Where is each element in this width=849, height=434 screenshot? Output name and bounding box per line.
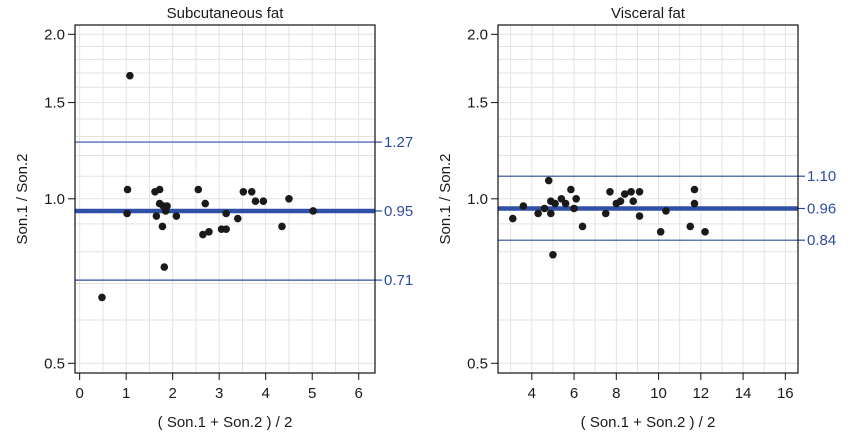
data-point bbox=[635, 187, 644, 196]
data-point bbox=[540, 204, 549, 213]
data-point bbox=[155, 185, 164, 194]
visceral-fat-panel: 1.10 0.96 0.84 4 6 8 10 12 14 16 0.5 1.0 1.5 2.0 Visce… bbox=[437, 5, 836, 431]
y-tick-label: 1.5 bbox=[44, 95, 65, 112]
x-tick-label: 0 bbox=[75, 385, 83, 402]
data-point bbox=[163, 202, 171, 210]
data-point bbox=[690, 185, 699, 194]
reference-line-label: 0.95 bbox=[384, 203, 413, 220]
x-tick-label: 16 bbox=[777, 385, 794, 402]
y-tick-label: 2.0 bbox=[44, 26, 65, 43]
data-point bbox=[247, 187, 256, 196]
data-point bbox=[239, 187, 248, 196]
x-tick-label: 4 bbox=[528, 385, 536, 402]
data-point bbox=[627, 187, 635, 196]
data-point bbox=[222, 225, 230, 233]
data-point bbox=[570, 204, 578, 213]
x-tick-label: 1 bbox=[122, 385, 130, 402]
data-point bbox=[519, 202, 528, 210]
data-point bbox=[259, 197, 268, 205]
x-tick-label: 12 bbox=[692, 385, 709, 402]
y-tick-label: 1.5 bbox=[467, 95, 488, 112]
data-point bbox=[233, 214, 242, 223]
data-point bbox=[601, 209, 610, 218]
data-point bbox=[549, 250, 557, 259]
data-point bbox=[160, 263, 169, 271]
data-point bbox=[616, 197, 625, 205]
data-point bbox=[547, 209, 555, 218]
data-point bbox=[309, 207, 317, 215]
y-axis-label: Son.1 / Son.2 bbox=[437, 154, 454, 245]
data-points bbox=[508, 176, 709, 259]
data-point bbox=[572, 195, 580, 203]
data-point bbox=[662, 207, 670, 215]
data-point bbox=[123, 185, 132, 194]
data-point bbox=[629, 197, 638, 205]
x-tick-label: 4 bbox=[262, 385, 270, 402]
data-point bbox=[656, 228, 665, 236]
x-tick-label: 2 bbox=[169, 385, 177, 402]
data-point bbox=[194, 185, 203, 194]
reference-line-label: 0.84 bbox=[807, 232, 836, 249]
reference-line-label: 0.96 bbox=[807, 200, 836, 217]
y-tick-label: 0.5 bbox=[467, 355, 488, 372]
data-point bbox=[606, 187, 614, 196]
reference-line-label: 1.27 bbox=[384, 134, 413, 151]
x-axis-label: ( Son.1 + Son.2 ) / 2 bbox=[581, 414, 716, 431]
data-point bbox=[201, 199, 210, 208]
x-tick-label: 5 bbox=[308, 385, 316, 402]
data-points bbox=[98, 71, 317, 302]
data-point bbox=[635, 212, 644, 220]
y-tick-label: 1.0 bbox=[467, 191, 488, 208]
x-tick-label: 14 bbox=[735, 385, 752, 402]
x-tick-label: 3 bbox=[215, 385, 223, 402]
data-point bbox=[686, 222, 695, 231]
data-point bbox=[199, 230, 207, 239]
data-point bbox=[123, 209, 131, 218]
data-point bbox=[205, 228, 213, 236]
y-tick-label: 0.5 bbox=[44, 355, 65, 372]
chart-title: Visceral fat bbox=[611, 5, 686, 22]
data-point bbox=[251, 197, 260, 205]
data-point bbox=[158, 222, 167, 231]
grid bbox=[75, 25, 375, 373]
data-point bbox=[701, 228, 709, 236]
y-tick-label: 2.0 bbox=[467, 26, 488, 43]
subcutaneous-fat-panel: 1.27 0.95 0.71 0 1 2 3 4 5 6 0.5 1.0 1.5 2.0 Subcutane… bbox=[14, 5, 413, 431]
data-point bbox=[534, 209, 542, 218]
y-tick-label: 1.0 bbox=[44, 191, 65, 208]
data-point bbox=[285, 195, 293, 203]
data-point bbox=[567, 185, 575, 194]
x-tick-label: 10 bbox=[650, 385, 667, 402]
x-axis-label: ( Son.1 + Son.2 ) / 2 bbox=[158, 414, 293, 431]
reference-line-label: 1.10 bbox=[807, 168, 836, 185]
data-point bbox=[98, 293, 106, 302]
x-tick-label: 8 bbox=[612, 385, 620, 402]
data-point bbox=[126, 71, 134, 80]
reference-line-label: 0.71 bbox=[384, 272, 413, 289]
data-point bbox=[278, 222, 286, 231]
data-point bbox=[152, 212, 161, 220]
x-tick-label: 6 bbox=[570, 385, 578, 402]
x-tick-label: 6 bbox=[355, 385, 363, 402]
data-point bbox=[544, 176, 553, 185]
data-point bbox=[690, 199, 699, 208]
data-point bbox=[620, 190, 629, 198]
y-axis-label: Son.1 / Son.2 bbox=[14, 154, 31, 245]
data-point bbox=[551, 199, 559, 208]
data-point bbox=[172, 212, 181, 220]
data-point bbox=[508, 214, 517, 223]
data-point bbox=[222, 209, 230, 218]
data-point bbox=[578, 222, 587, 231]
chart-title: Subcutaneous fat bbox=[167, 5, 285, 22]
data-point bbox=[561, 199, 570, 208]
grid bbox=[498, 25, 798, 373]
